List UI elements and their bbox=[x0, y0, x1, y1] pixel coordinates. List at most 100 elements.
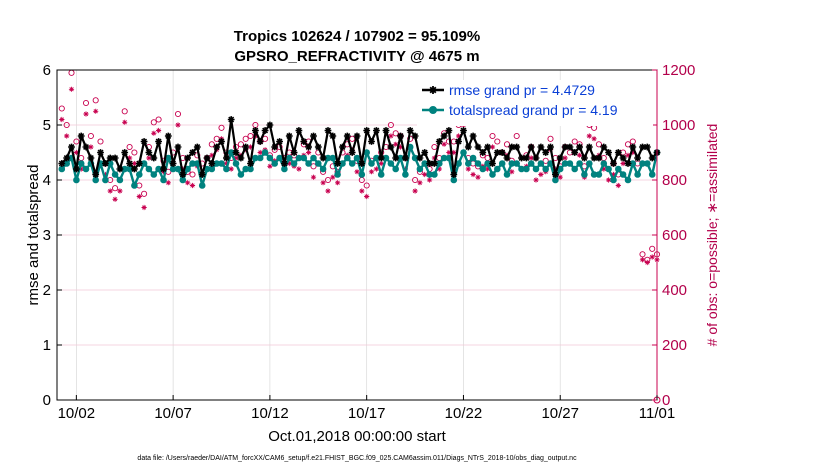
obs-assimilated-point bbox=[388, 133, 394, 139]
obs-assimilated-point bbox=[286, 160, 292, 167]
obs-assimilated-point bbox=[446, 149, 452, 156]
obs-assimilated-point bbox=[185, 180, 191, 186]
rmse-point bbox=[595, 154, 603, 162]
rmse-point bbox=[164, 132, 172, 140]
y-tick-label-left: 1 bbox=[43, 337, 51, 354]
rmse-point bbox=[97, 149, 104, 156]
obs-assimilated-point bbox=[223, 160, 229, 167]
spread-point bbox=[566, 160, 574, 167]
obs-possible-point bbox=[208, 141, 215, 148]
legend: rmse grand pr = 4.4729 totalspread grand… bbox=[417, 80, 653, 126]
rmse-point bbox=[527, 143, 535, 151]
y-tick-label-right: 0 bbox=[662, 392, 670, 409]
obs-possible-point bbox=[639, 251, 646, 258]
rmse-point bbox=[358, 160, 366, 167]
rmse-point bbox=[271, 143, 279, 151]
obs-assimilated-point bbox=[233, 155, 239, 161]
obs-possible-point bbox=[649, 245, 656, 252]
rmse-point bbox=[276, 138, 283, 145]
spread-point bbox=[600, 160, 608, 167]
obs-assimilated-point bbox=[228, 166, 234, 172]
x-tick-label: 10/27 bbox=[541, 405, 579, 422]
obs-assimilated-point bbox=[64, 133, 70, 139]
obs-assimilated-point bbox=[296, 166, 302, 172]
obs-assimilated-point bbox=[557, 174, 563, 180]
rmse-point bbox=[426, 160, 433, 167]
rmse-point bbox=[290, 149, 298, 156]
rmse-point bbox=[566, 143, 574, 151]
rmse-point bbox=[189, 149, 196, 156]
obs-assimilated-point bbox=[397, 144, 404, 150]
rmse-point bbox=[281, 160, 288, 167]
spread-point bbox=[503, 171, 511, 178]
rmse-point bbox=[440, 132, 448, 140]
y-tick-label-left: 3 bbox=[43, 227, 51, 244]
rmse-point bbox=[329, 132, 337, 140]
rmse-point bbox=[116, 165, 124, 173]
y-axis-label-right: # of obs: o=possible; ∗=assimilated bbox=[704, 124, 720, 347]
x-tick-label: 10/02 bbox=[58, 405, 96, 422]
legend-spread-label: totalspread grand pr = 4.19 bbox=[449, 102, 618, 118]
rmse-point bbox=[184, 154, 191, 162]
rmse-point bbox=[111, 154, 119, 162]
rmse-point bbox=[314, 143, 322, 151]
obs-possible-point bbox=[324, 176, 332, 184]
obs-assimilated-point bbox=[586, 133, 592, 139]
spread-point bbox=[276, 154, 283, 162]
obs-possible-point bbox=[237, 141, 244, 148]
spread-point bbox=[315, 160, 322, 167]
spread-point bbox=[624, 176, 632, 184]
obs-possible-point bbox=[513, 132, 520, 140]
spread-point bbox=[300, 154, 308, 162]
rmse-point bbox=[421, 149, 429, 156]
rmse-point bbox=[150, 154, 158, 162]
rmse-point bbox=[392, 154, 400, 162]
rmse-point bbox=[411, 132, 419, 140]
spread-point bbox=[581, 171, 588, 178]
obs-assimilated-point bbox=[165, 180, 171, 186]
rmse-point bbox=[542, 149, 550, 156]
rmse-point bbox=[121, 149, 129, 156]
obs-assimilated-point bbox=[591, 136, 597, 142]
y-tick-label-left: 2 bbox=[43, 282, 51, 299]
spread-point bbox=[537, 160, 545, 167]
rmse-point bbox=[247, 160, 254, 167]
spread-point bbox=[489, 171, 496, 178]
obs-assimilated-point bbox=[630, 149, 636, 156]
rmse-point bbox=[77, 132, 85, 140]
obs-possible-point bbox=[571, 138, 578, 145]
obs-assimilated-point bbox=[156, 127, 162, 134]
obs-possible-point bbox=[218, 124, 225, 131]
rmse-point bbox=[614, 149, 622, 156]
obs-assimilated-point bbox=[528, 155, 534, 161]
obs-possible-point bbox=[174, 110, 182, 118]
obs-assimilated-point bbox=[470, 171, 476, 178]
obs-assimilated-point bbox=[601, 166, 607, 172]
obs-assimilated-point bbox=[267, 163, 273, 169]
obs-possible-point bbox=[242, 135, 249, 142]
rmse-point bbox=[368, 138, 375, 145]
obs-assimilated-point bbox=[368, 169, 375, 175]
spread-point bbox=[58, 165, 66, 173]
rmse-point bbox=[131, 165, 138, 173]
rmse-point bbox=[68, 143, 75, 151]
rmse-point bbox=[363, 127, 371, 134]
obs-possible-point bbox=[131, 149, 138, 156]
spread-point bbox=[286, 154, 293, 162]
spread-point bbox=[116, 176, 124, 184]
spread-point bbox=[145, 165, 153, 173]
obs-possible-point bbox=[126, 143, 133, 151]
spread-point bbox=[102, 176, 109, 184]
rmse-point bbox=[252, 127, 259, 134]
rmse-point bbox=[58, 160, 66, 167]
rmse-point bbox=[464, 143, 472, 151]
rmse-point bbox=[590, 154, 598, 162]
rmse-point bbox=[135, 160, 143, 167]
spread-point bbox=[111, 171, 119, 178]
spread-point bbox=[648, 171, 656, 178]
rmse-point bbox=[474, 143, 482, 151]
spread-point bbox=[77, 160, 85, 167]
y-axis-label-left: rmse and totalspread bbox=[25, 165, 42, 306]
obs-assimilated-point bbox=[136, 193, 142, 200]
rmse-point bbox=[285, 132, 293, 140]
